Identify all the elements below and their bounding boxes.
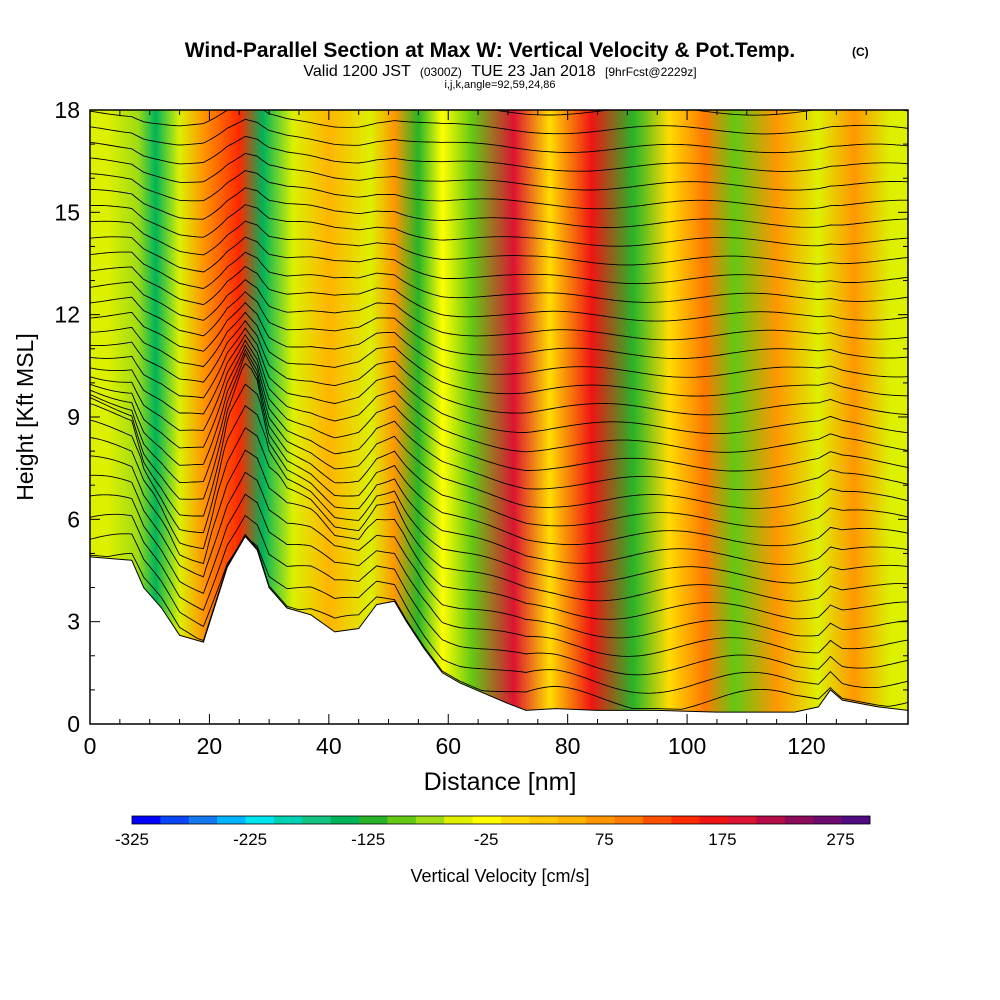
colorbar-swatch-24 [813,816,842,824]
colorbar-swatch-21 [728,816,757,824]
colorbar-tick-label-4: 75 [595,830,614,849]
y-tick-label-0: 0 [67,711,80,737]
y-axis-tick-labels: 0 3 6 9 12 15 18 [54,97,80,737]
colorbar-tick-label-3: -25 [474,830,499,849]
colorbar-tick-label-2: -125 [351,830,385,849]
colorbar-swatch-1 [160,816,189,824]
colorbar-swatch-5 [274,816,303,824]
copyright-mark: (C) [852,45,869,59]
x-tick-label-4: 80 [555,733,581,759]
chart-subtitle: Valid 1200 JST (0300Z) TUE 23 Jan 2018 [… [303,63,696,80]
colorbar-swatch-25 [842,816,871,824]
subtitle-params: i,j,k,angle=92,59,24,86 [444,79,555,91]
subtitle-forecast: [9hrFcst@2229z] [605,65,697,79]
y-tick-label-3: 9 [67,404,80,430]
y-axis-label: Height [Kft MSL] [12,333,38,500]
chart-title: Wind-Parallel Section at Max W: Vertical… [185,39,796,62]
subtitle-date: TUE 23 Jan 2018 [471,63,596,80]
y-tick-label-2: 6 [67,506,80,532]
colorbar-swatch-4 [246,816,275,824]
colorbar-swatch-20 [700,816,729,824]
y-tick-label-1: 3 [67,609,80,635]
colorbar-swatch-15 [558,816,587,824]
colorbar-swatch-9 [387,816,416,824]
y-tick-label-4: 12 [54,302,80,328]
colorbar-swatch-8 [359,816,388,824]
colorbar-tick-label-6: 275 [826,830,854,849]
colorbar-swatch-6 [302,816,331,824]
colorbar-swatch-7 [331,816,360,824]
colorbar-swatch-3 [217,816,246,824]
x-tick-label-1: 20 [197,733,223,759]
colorbar-swatch-13 [501,816,530,824]
y-tick-label-6: 18 [54,97,80,123]
colorbar-swatch-10 [416,816,445,824]
cross-section-chart: Wind-Parallel Section at Max W: Vertical… [0,0,1000,1000]
colorbar-swatch-19 [671,816,700,824]
colorbar-tick-label-5: 175 [708,830,736,849]
x-tick-label-5: 100 [668,733,706,759]
colorbar-swatch-11 [444,816,473,824]
x-tick-label-2: 40 [316,733,342,759]
x-axis-tick-labels: 0 20 40 60 80 100 120 [84,733,826,759]
x-axis-label: Distance [nm] [424,768,577,796]
colorbar-swatch-2 [189,816,218,824]
x-tick-label-6: 120 [787,733,825,759]
colorbar-label: Vertical Velocity [cm/s] [410,866,589,886]
colorbar-tick-labels: -325 -225 -125 -25 75 175 275 [115,830,855,849]
subtitle-valid: Valid 1200 JST [303,63,411,80]
subtitle-utc: (0300Z) [420,65,462,79]
colorbar [132,816,870,824]
colorbar-swatch-23 [785,816,814,824]
colorbar-swatch-17 [615,816,644,824]
colorbar-tick-label-0: -325 [115,830,149,849]
colorbar-swatch-14 [529,816,558,824]
colorbar-swatch-22 [756,816,785,824]
colorbar-swatch-18 [643,816,672,824]
x-tick-label-3: 60 [435,733,461,759]
plot-area [90,70,908,726]
x-tick-label-0: 0 [84,733,97,759]
colorbar-tick-label-1: -225 [233,830,267,849]
y-tick-label-5: 15 [54,199,80,225]
colorbar-swatch-0 [132,816,161,824]
colorbar-swatch-16 [586,816,615,824]
colorbar-swatch-12 [473,816,502,824]
